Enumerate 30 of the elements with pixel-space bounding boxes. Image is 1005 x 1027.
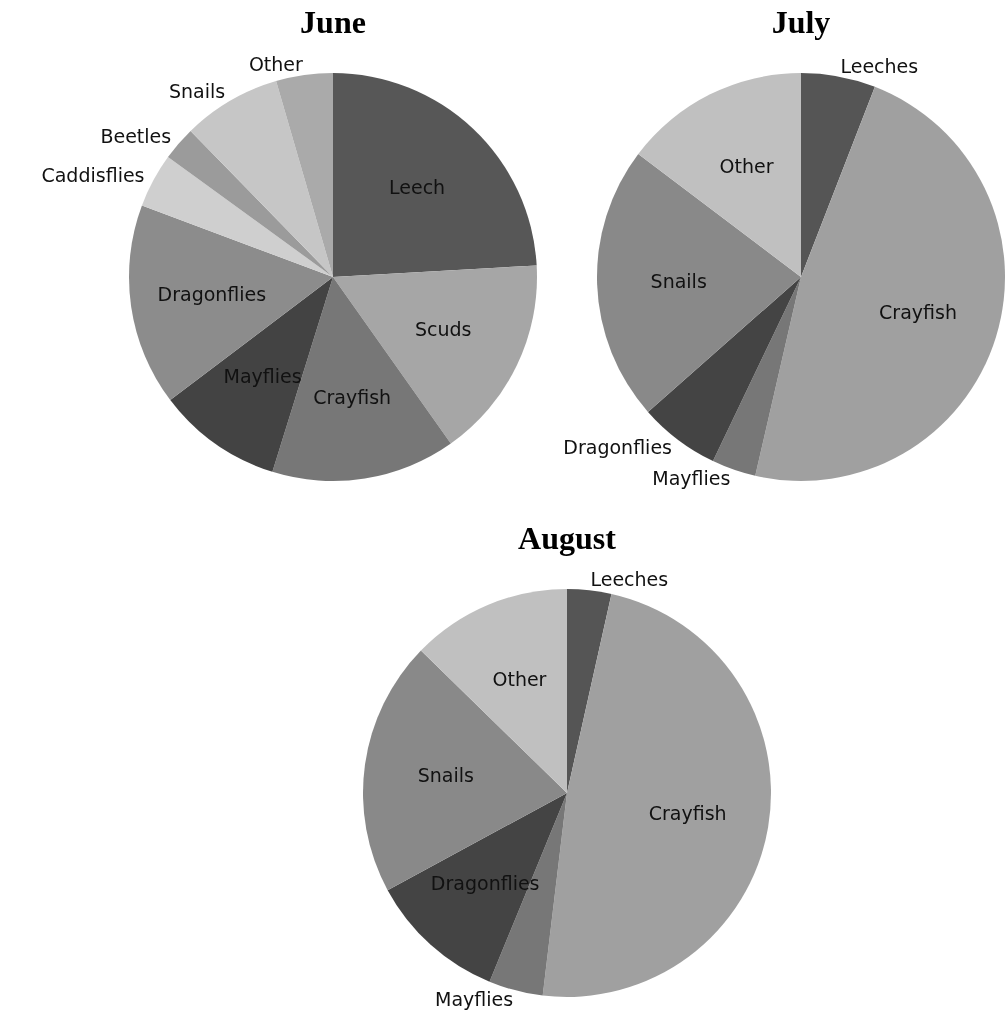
- slice-label: Mayflies: [435, 988, 514, 1011]
- slice-label: Snails: [169, 80, 226, 103]
- slice-label: Caddisflies: [41, 163, 145, 186]
- pie-slice: [567, 589, 612, 793]
- pie-slice: [597, 154, 801, 412]
- pie-slice: [801, 73, 875, 277]
- slice-label: Dragonflies: [157, 282, 267, 305]
- chart-title: August: [518, 520, 617, 556]
- slice-label: Dragonflies: [563, 435, 672, 458]
- slice-label: Crayfish: [879, 300, 957, 323]
- slice-label: Crayfish: [648, 801, 727, 824]
- slice-label: Scuds: [415, 318, 472, 341]
- pie-slice: [420, 589, 567, 793]
- slice-label: Dragonflies: [430, 872, 540, 895]
- slice-label: Other: [492, 668, 547, 691]
- slice-label: Snails: [417, 764, 474, 787]
- pie-slice: [333, 73, 537, 277]
- chart-title: June: [300, 4, 366, 40]
- pie-slice: [276, 73, 333, 277]
- chart-title: July: [771, 4, 831, 40]
- slice-label: Leeches: [840, 54, 919, 77]
- slice-label: Crayfish: [313, 385, 392, 408]
- slice-label: Other: [248, 53, 304, 76]
- slice-label: Leech: [389, 176, 446, 199]
- slice-label: Mayflies: [652, 467, 731, 490]
- slice-label: Snails: [650, 269, 707, 292]
- slice-label: Beetles: [100, 125, 172, 147]
- pie-slice: [387, 793, 567, 982]
- slice-label: Other: [719, 155, 774, 178]
- slice-label: Leeches: [590, 568, 669, 591]
